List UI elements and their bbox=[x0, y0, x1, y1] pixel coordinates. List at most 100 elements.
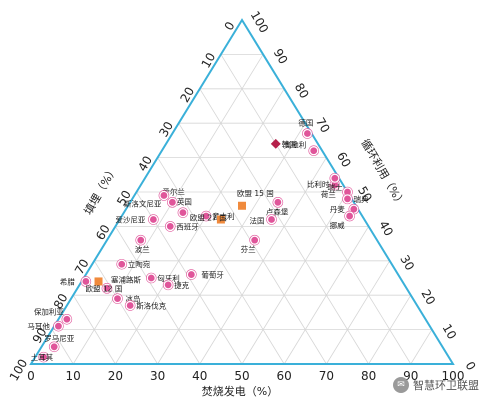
tick-label-left: 50 bbox=[114, 188, 134, 208]
grid-line bbox=[241, 191, 348, 365]
point-marker-ring bbox=[342, 193, 353, 205]
point-label: 斯洛文尼亚 bbox=[124, 198, 162, 208]
tick-label-bottom: 70 bbox=[319, 369, 334, 383]
tick-label-right: 20 bbox=[418, 287, 438, 307]
point-label: 塞浦路斯 bbox=[111, 274, 141, 284]
tick-labels: 0 10 20 30 40 50 60 70 80 90 100010203040506070809… bbox=[7, 9, 479, 384]
point-marker-ring bbox=[177, 207, 189, 218]
point-label: 葡萄牙 bbox=[201, 270, 224, 280]
grid-line bbox=[157, 122, 306, 365]
point-marker-ring bbox=[348, 203, 360, 215]
grid-line bbox=[410, 329, 433, 365]
point-marker-eu bbox=[238, 201, 246, 210]
point-marker-country bbox=[102, 283, 112, 293]
point-label: 德国 bbox=[298, 118, 313, 128]
tick-label-bottom: 60 bbox=[277, 369, 292, 383]
point-marker-ring bbox=[344, 210, 355, 222]
point-marker-ring bbox=[124, 300, 136, 311]
point-marker-ring bbox=[249, 234, 260, 246]
tick-label-left: 10 bbox=[199, 50, 219, 70]
point-marker-ring bbox=[162, 279, 174, 291]
grid-line bbox=[283, 226, 369, 365]
point-marker-ring bbox=[135, 234, 147, 246]
tick-label-right: 0 bbox=[462, 359, 478, 373]
point-marker-country bbox=[273, 197, 283, 207]
point-marker-ring bbox=[38, 351, 49, 363]
axis-title-bottom: 焚烧发电（%） bbox=[202, 384, 278, 398]
tick-label-right: 70 bbox=[313, 115, 333, 135]
point-label: 立陶宛 bbox=[128, 259, 151, 269]
point-marker-country bbox=[148, 214, 158, 225]
point-marker-ring bbox=[329, 172, 341, 184]
point-label: 欧盟 15 国 bbox=[237, 188, 274, 198]
point-label: 奥地利 bbox=[284, 140, 307, 150]
point-label: 欧盟 12 国 bbox=[86, 283, 123, 293]
point-label: 卢森堡 bbox=[266, 206, 289, 216]
point-marker-country bbox=[81, 276, 91, 287]
point-marker-country bbox=[62, 314, 72, 324]
point-marker-country bbox=[165, 221, 175, 231]
point-marker-ring bbox=[272, 197, 284, 208]
tick-label-left: 20 bbox=[177, 85, 197, 105]
tick-label-bottom: 80 bbox=[361, 369, 376, 383]
tick-label-bottom: 30 bbox=[150, 369, 165, 383]
point-label: 罗马尼亚 bbox=[44, 334, 74, 343]
grid-line bbox=[51, 329, 74, 365]
watermark: ✉ 智慧环卫联盟 bbox=[393, 377, 479, 393]
point-marker-eu bbox=[94, 277, 103, 286]
point-label: 捷克 bbox=[174, 280, 189, 290]
tick-label-left: 30 bbox=[156, 119, 176, 139]
point-marker-country bbox=[345, 211, 355, 221]
point-label: 荷兰 bbox=[321, 189, 336, 199]
point-label: 欧盟 27 国 bbox=[190, 213, 227, 223]
grid-line bbox=[368, 294, 412, 365]
tick-label-right: 30 bbox=[397, 253, 417, 273]
tick-label-bottom: 100 bbox=[442, 369, 465, 383]
point-marker-country bbox=[302, 128, 313, 139]
point-marker-country bbox=[117, 259, 127, 269]
point-marker-country bbox=[178, 208, 188, 218]
point-marker-ring bbox=[53, 320, 64, 332]
point-label: 马耳他 bbox=[27, 321, 50, 331]
point-label: 匈牙利 bbox=[157, 273, 180, 283]
point-label: 爱沙尼亚 bbox=[115, 216, 145, 225]
point-marker-country bbox=[49, 342, 59, 352]
tick-label-bottom: 50 bbox=[234, 369, 249, 383]
point-marker-country bbox=[39, 352, 49, 362]
point-marker-country bbox=[167, 197, 177, 207]
point-marker-ring bbox=[148, 214, 159, 225]
point-label: 芬兰 bbox=[241, 244, 256, 254]
point-marker-country bbox=[53, 321, 64, 331]
point-marker-country bbox=[159, 190, 169, 201]
point-marker-ring bbox=[116, 258, 128, 270]
watermark-text: 智慧环卫联盟 bbox=[413, 379, 479, 392]
grid-line bbox=[72, 294, 116, 365]
point-label: 爱尔兰 bbox=[162, 186, 185, 196]
point-label: 土耳其 bbox=[31, 352, 54, 362]
point-label: 西班牙 bbox=[176, 221, 199, 231]
point-marker-country bbox=[266, 214, 277, 225]
grid-line bbox=[72, 54, 264, 365]
point-marker-country bbox=[342, 194, 353, 204]
point-marker-ring bbox=[167, 197, 178, 208]
point-marker-country bbox=[112, 294, 123, 304]
point-marker-ring bbox=[186, 269, 197, 280]
axis-title-left: 填埋（%） bbox=[81, 163, 120, 217]
tick-label-left: 60 bbox=[93, 222, 113, 242]
data-points: 奥地利德国荷兰比利时瑞士瑞典丹麦挪威卢森堡法国爱尔兰英国斯洛文尼亚意大利芬兰西班… bbox=[27, 118, 369, 363]
point-marker-country bbox=[309, 146, 319, 156]
point-label: 挪威 bbox=[330, 220, 345, 230]
tick-label-bottom: 10 bbox=[66, 369, 81, 383]
point-label: 保加利亚 bbox=[34, 306, 64, 316]
point-label: 法国 bbox=[250, 216, 265, 226]
point-marker-ring bbox=[266, 214, 277, 225]
tick-label-bottom: 0 bbox=[27, 369, 35, 383]
point-label: 波兰 bbox=[135, 244, 150, 254]
tick-label-right: 10 bbox=[439, 321, 459, 341]
point-label: 韩国 bbox=[282, 139, 297, 149]
tick-label-left: 70 bbox=[72, 257, 92, 277]
point-label: 冰岛 bbox=[126, 294, 141, 304]
tick-label-bottom: 20 bbox=[108, 369, 123, 383]
tick-label-left: 40 bbox=[135, 153, 155, 173]
